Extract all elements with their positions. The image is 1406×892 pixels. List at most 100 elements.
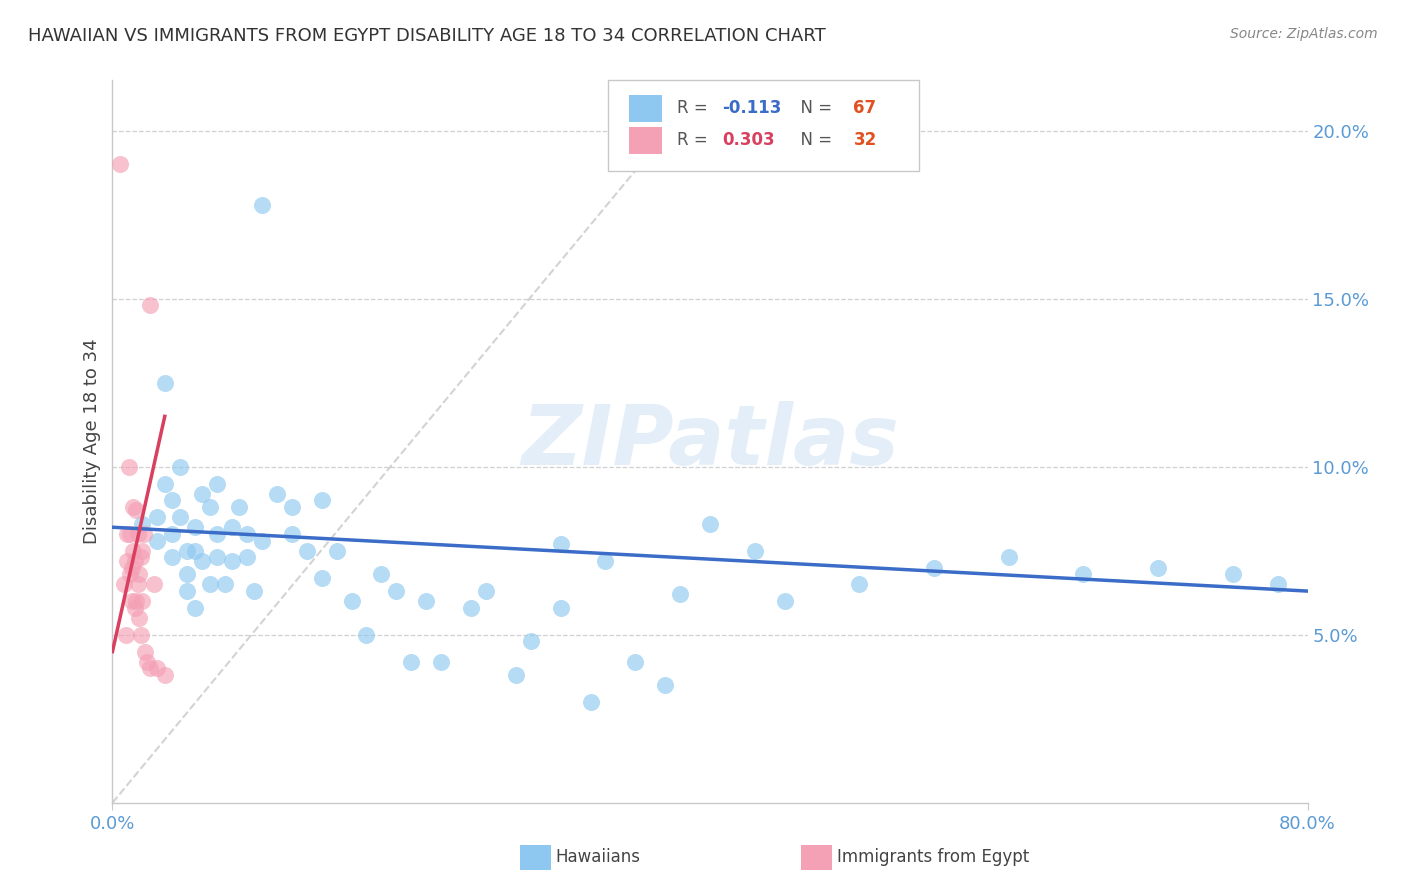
- Text: ZIPatlas: ZIPatlas: [522, 401, 898, 482]
- Point: [143, 577, 166, 591]
- Point: [624, 655, 647, 669]
- Point: [550, 600, 572, 615]
- Point: [131, 516, 153, 531]
- Point: [250, 197, 273, 211]
- Point: [236, 527, 259, 541]
- FancyBboxPatch shape: [628, 127, 662, 154]
- Point: [153, 476, 176, 491]
- Point: [205, 476, 228, 491]
- Point: [281, 500, 304, 514]
- Point: [356, 628, 378, 642]
- Point: [191, 486, 214, 500]
- Point: [139, 298, 162, 312]
- Text: 0.303: 0.303: [723, 131, 775, 149]
- Point: [669, 587, 692, 601]
- Point: [122, 543, 145, 558]
- Point: [250, 533, 273, 548]
- Point: [162, 527, 183, 541]
- Point: [1222, 567, 1244, 582]
- Point: [131, 594, 153, 608]
- Point: [121, 594, 143, 608]
- Point: [1073, 567, 1095, 582]
- Point: [125, 594, 148, 608]
- Point: [162, 493, 183, 508]
- Point: [128, 567, 150, 582]
- Point: [311, 571, 333, 585]
- Point: [183, 600, 205, 615]
- Point: [120, 567, 142, 582]
- Point: [169, 510, 191, 524]
- Point: [475, 584, 498, 599]
- Point: [183, 520, 205, 534]
- Point: [169, 459, 191, 474]
- Point: [146, 510, 169, 524]
- FancyBboxPatch shape: [628, 95, 662, 122]
- Text: 67: 67: [853, 100, 876, 118]
- Point: [146, 533, 169, 548]
- Point: [198, 577, 221, 591]
- Text: Source: ZipAtlas.com: Source: ZipAtlas.com: [1230, 27, 1378, 41]
- Point: [221, 554, 243, 568]
- Text: R =: R =: [676, 131, 713, 149]
- Point: [153, 376, 176, 390]
- Point: [198, 500, 221, 514]
- Point: [135, 655, 157, 669]
- Point: [121, 560, 143, 574]
- Point: [922, 560, 945, 574]
- Point: [520, 634, 543, 648]
- Point: [125, 503, 148, 517]
- Point: [139, 661, 162, 675]
- Point: [162, 550, 183, 565]
- Point: [214, 577, 236, 591]
- Point: [848, 577, 870, 591]
- Point: [205, 550, 228, 565]
- Text: N =: N =: [790, 100, 838, 118]
- FancyBboxPatch shape: [609, 80, 920, 170]
- Point: [340, 594, 363, 608]
- Point: [176, 543, 198, 558]
- Point: [550, 537, 572, 551]
- Point: [120, 527, 142, 541]
- Text: N =: N =: [790, 131, 838, 149]
- Point: [385, 584, 408, 599]
- Point: [295, 543, 318, 558]
- Point: [127, 527, 149, 541]
- Point: [183, 543, 205, 558]
- Point: [134, 644, 156, 658]
- Point: [243, 584, 266, 599]
- Point: [266, 486, 288, 500]
- Point: [236, 550, 259, 565]
- Point: [117, 527, 139, 541]
- Point: [176, 584, 198, 599]
- Point: [228, 500, 250, 514]
- Point: [654, 678, 676, 692]
- Point: [176, 567, 198, 582]
- Point: [118, 459, 141, 474]
- Point: [579, 695, 602, 709]
- Point: [127, 577, 149, 591]
- Point: [430, 655, 453, 669]
- Text: R =: R =: [676, 100, 713, 118]
- Point: [131, 543, 153, 558]
- Point: [325, 543, 347, 558]
- Point: [401, 655, 423, 669]
- Point: [122, 500, 145, 514]
- Text: 32: 32: [853, 131, 877, 149]
- Point: [117, 554, 139, 568]
- Point: [153, 668, 176, 682]
- Point: [311, 493, 333, 508]
- Point: [205, 527, 228, 541]
- Point: [191, 554, 214, 568]
- Point: [146, 661, 169, 675]
- Point: [1147, 560, 1170, 574]
- Point: [132, 527, 155, 541]
- Point: [744, 543, 766, 558]
- Point: [1267, 577, 1289, 591]
- Point: [460, 600, 482, 615]
- Point: [221, 520, 243, 534]
- Point: [595, 554, 617, 568]
- Point: [124, 554, 146, 568]
- Point: [773, 594, 796, 608]
- Text: -0.113: -0.113: [723, 100, 782, 118]
- Point: [505, 668, 527, 682]
